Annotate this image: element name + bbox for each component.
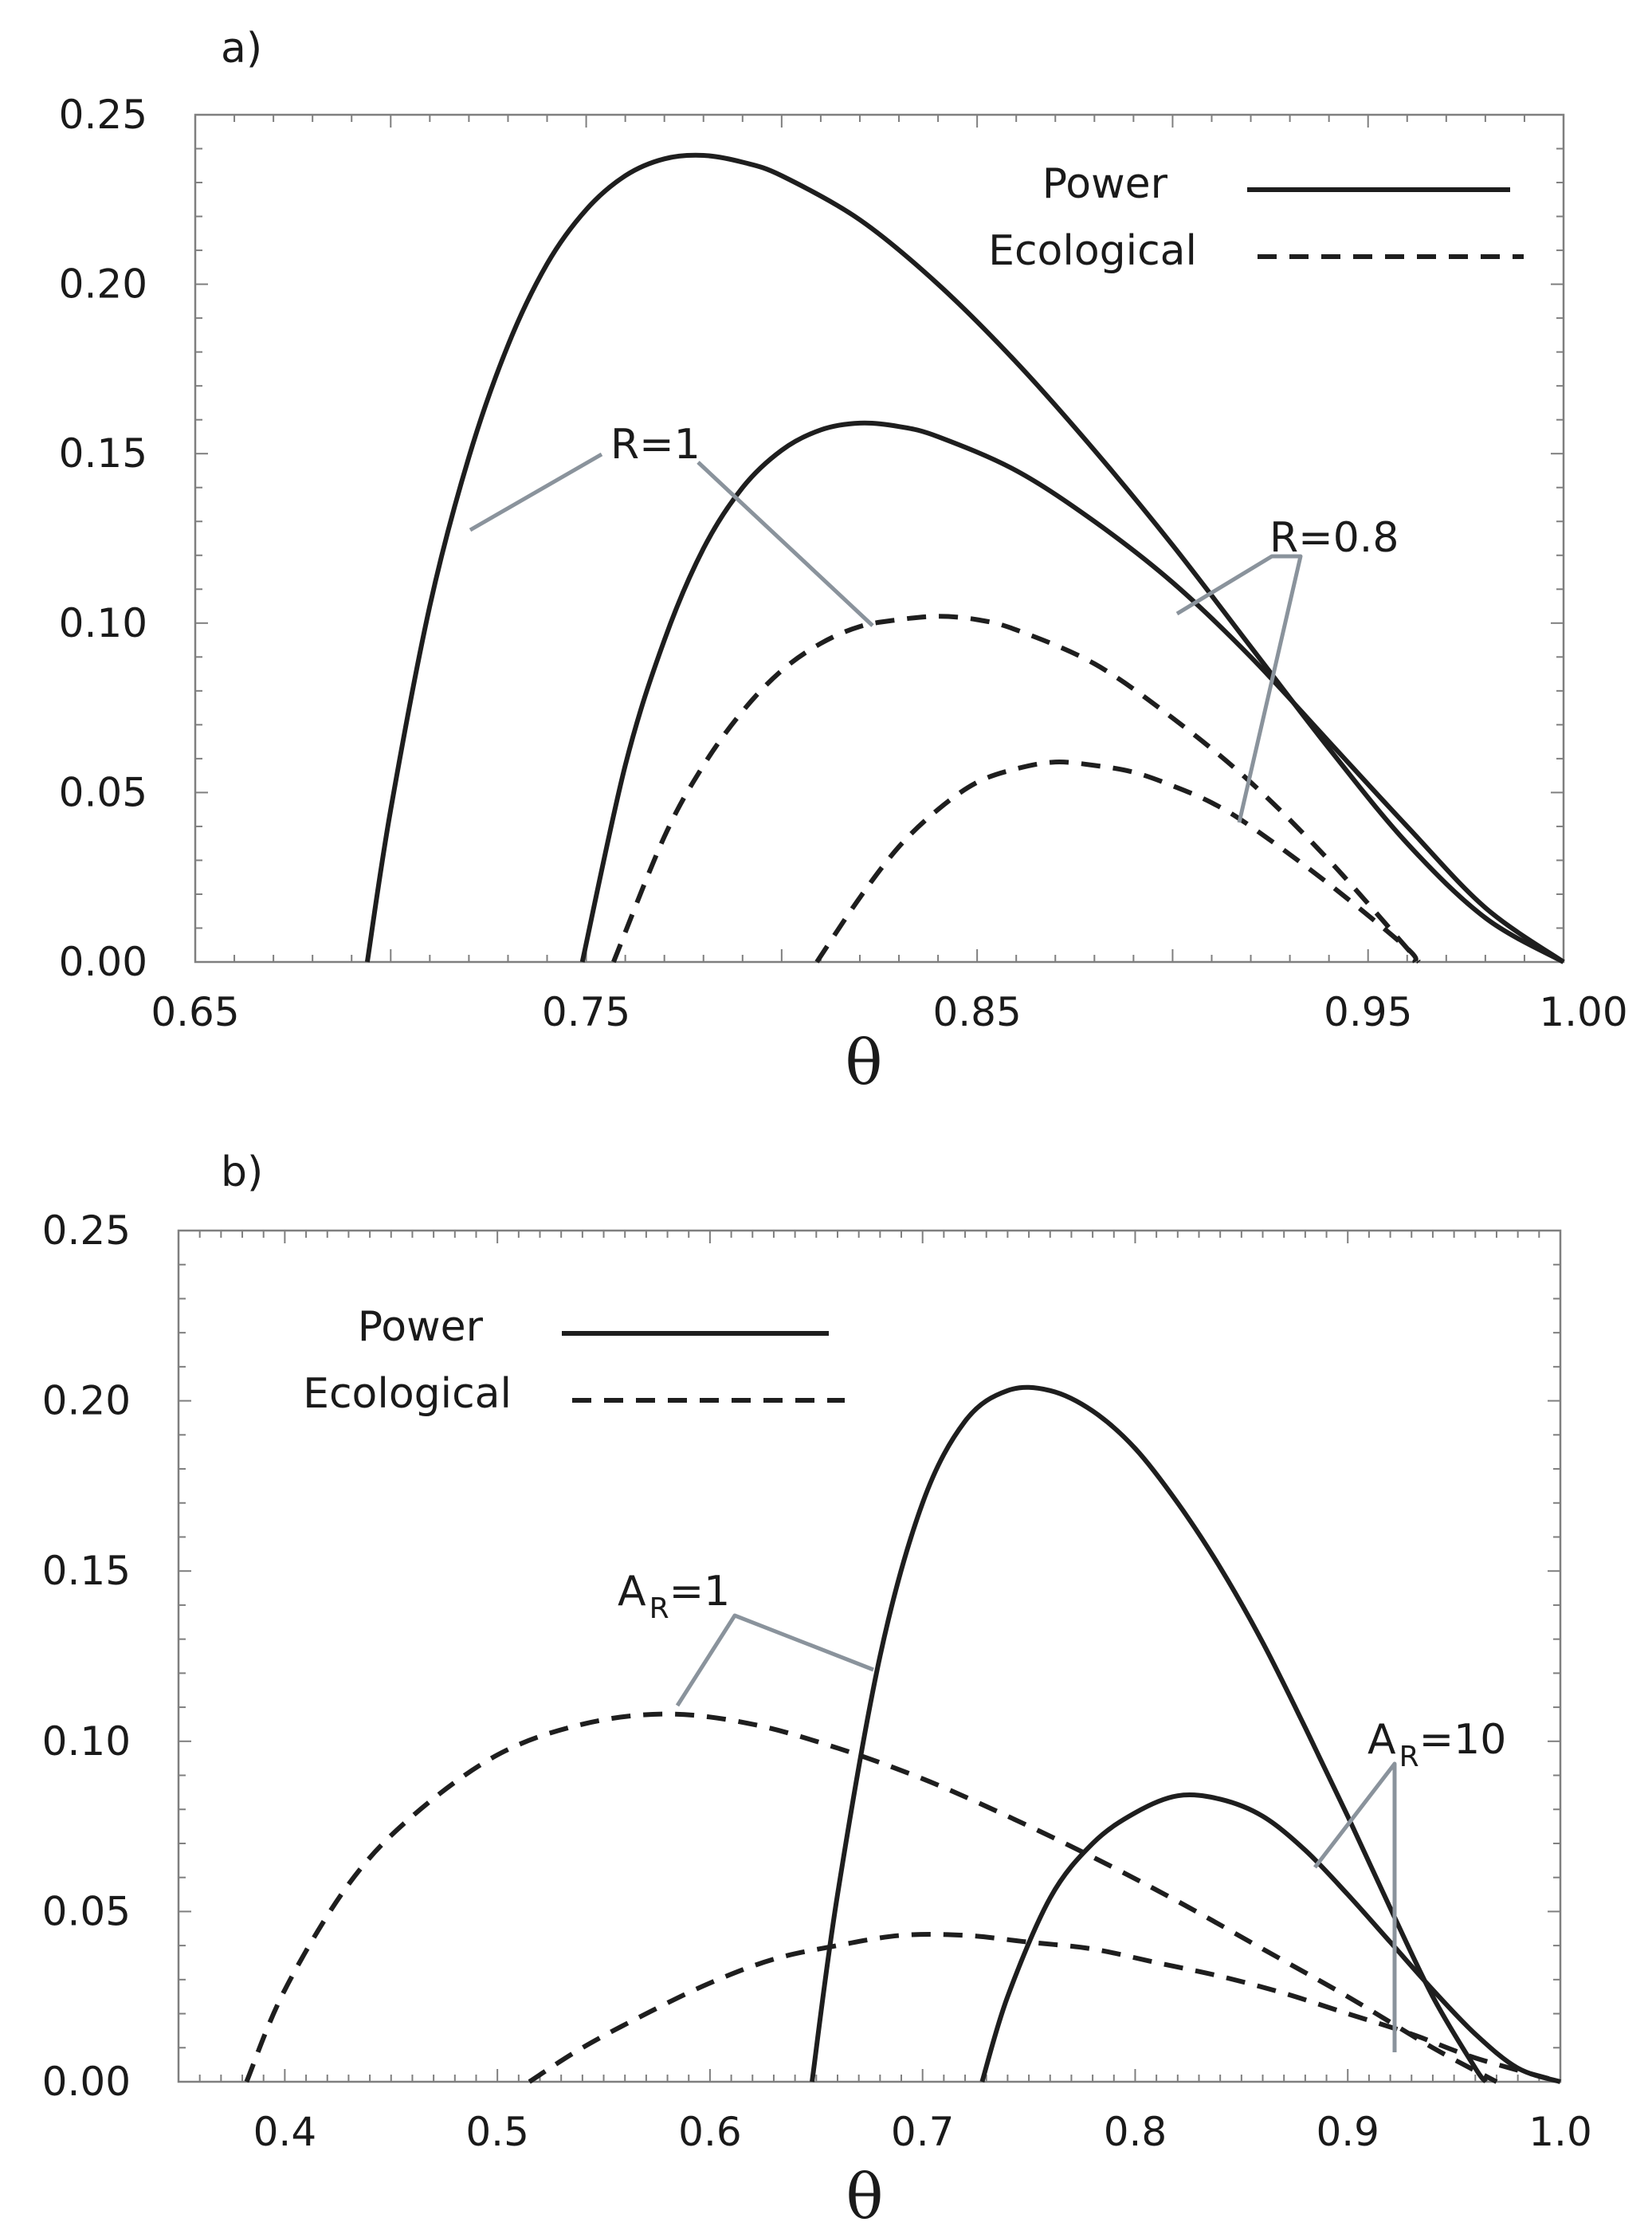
panel-b-ar1-letter: A	[618, 1568, 646, 1616]
panel-b-annotation-ar1: A R=1	[618, 1568, 874, 1707]
panel-a-legend: Power Ecological	[988, 160, 1524, 275]
panel-a-legend-power-label: Power	[1042, 160, 1168, 208]
panel-b-x-axis-label: θ	[846, 2161, 884, 2230]
panel-b-ar1-leader	[675, 1613, 874, 1707]
panel-a-dashed-curve	[814, 759, 1419, 964]
panel-b-y-tick-label: 0.00	[42, 2059, 131, 2105]
panel-b-ar10-subscript: R	[1399, 1741, 1419, 1773]
panel-b-x-tick-label: 0.8	[1104, 2109, 1167, 2155]
panel-a-y-tick-label: 0.00	[59, 939, 147, 985]
panel-a-y-tick-label: 0.05	[59, 769, 147, 815]
panel-b-ar10-leader	[1313, 1761, 1397, 2052]
panel-b-y-tick-label: 0.20	[42, 1378, 131, 1424]
panel-b-x-tick-label: 0.6	[678, 2109, 742, 2155]
panel-a: a) 0.00 0.05 0.10 0.15 0.20 0.25 0.65 0.75 0.85…	[59, 25, 1628, 1099]
panel-b-solid-curve	[979, 1792, 1561, 2084]
panel-b-y-tick-label: 0.10	[42, 1718, 131, 1765]
panel-b-curves	[244, 1384, 1561, 2084]
panel-a-x-tick-label: 1.00	[1539, 989, 1627, 1035]
panel-b-x-tick-label: 1.0	[1528, 2109, 1592, 2155]
panel-b-x-tick-label: 0.7	[891, 2109, 955, 2155]
panel-b-ar1-subscript: R	[649, 1592, 669, 1625]
panel-a-annotation-r1: R=1	[469, 421, 874, 627]
panel-a-r1-leader-solid	[469, 452, 603, 532]
panel-a-plot-frame	[194, 113, 1565, 964]
panel-b-x-tick-label: 0.5	[465, 2109, 529, 2155]
panel-a-legend-ecological-label: Ecological	[988, 227, 1197, 275]
panel-b: b) 0.00 0.05 0.10 0.15 0.20 0.25 0.4 0.5 0.6 0.7…	[42, 1148, 1592, 2230]
panel-b-legend-power-label: Power	[358, 1303, 484, 1351]
panel-a-y-tick-label: 0.10	[59, 600, 147, 646]
panel-b-solid-curve	[810, 1384, 1488, 2084]
panel-b-legend: Power Ecological	[303, 1303, 845, 1418]
panel-a-x-tick-label: 0.75	[542, 989, 630, 1035]
panel-b-label: b)	[221, 1148, 263, 1196]
panel-a-x-tick-labels: 0.65 0.75 0.85 0.95 1.00	[151, 989, 1627, 1035]
panel-a-ticks	[194, 114, 1564, 963]
panel-a-y-tick-label: 0.25	[59, 92, 147, 138]
panel-b-x-tick-label: 0.9	[1316, 2109, 1379, 2155]
panel-b-ticks	[178, 1230, 1561, 2083]
panel-b-y-tick-labels: 0.00 0.05 0.10 0.15 0.20 0.25	[42, 1207, 131, 2105]
panel-b-ar1-suffix: =1	[669, 1568, 731, 1616]
panel-a-y-tick-label: 0.15	[59, 430, 147, 477]
panel-a-x-axis-label: θ	[846, 1027, 883, 1099]
panel-a-x-tick-label: 0.85	[932, 989, 1021, 1035]
panel-a-r08-label: R=0.8	[1269, 514, 1399, 562]
panel-b-x-tick-label: 0.4	[253, 2109, 317, 2155]
panel-b-y-tick-label: 0.25	[42, 1207, 131, 1254]
panel-a-y-tick-label: 0.20	[59, 261, 147, 308]
panel-b-y-tick-label: 0.05	[42, 1888, 131, 1934]
panel-b-annotation-ar10: A R=10	[1313, 1716, 1506, 2052]
panel-a-r08-leader	[1175, 554, 1303, 823]
panel-a-dashed-curve	[611, 614, 1421, 964]
panel-b-ar10-letter: A	[1368, 1716, 1396, 1764]
panel-a-y-tick-labels: 0.00 0.05 0.10 0.15 0.20 0.25	[59, 92, 147, 985]
panel-a-solid-curve	[579, 420, 1565, 964]
panel-a-label: a)	[221, 25, 262, 73]
panel-a-r1-leader-dashed	[697, 461, 874, 627]
panel-b-ar1-label: A R=1	[618, 1568, 730, 1625]
panel-b-y-tick-label: 0.15	[42, 1548, 131, 1594]
panel-a-x-tick-label: 0.65	[151, 989, 239, 1035]
panel-a-curves	[364, 152, 1565, 964]
panel-b-x-tick-labels: 0.4 0.5 0.6 0.7 0.8 0.9 1.0	[253, 2109, 1592, 2155]
panel-b-plot-frame	[177, 1229, 1562, 2083]
panel-a-r1-label: R=1	[610, 421, 700, 469]
panel-b-ar10-label: A R=10	[1368, 1716, 1506, 1773]
panel-b-dashed-curve	[244, 1711, 1498, 2084]
panel-b-legend-ecological-label: Ecological	[303, 1370, 512, 1418]
panel-a-annotation-r08: R=0.8	[1175, 514, 1399, 823]
panel-a-x-tick-label: 0.95	[1324, 989, 1412, 1035]
panel-b-ar10-suffix: =10	[1419, 1716, 1507, 1764]
